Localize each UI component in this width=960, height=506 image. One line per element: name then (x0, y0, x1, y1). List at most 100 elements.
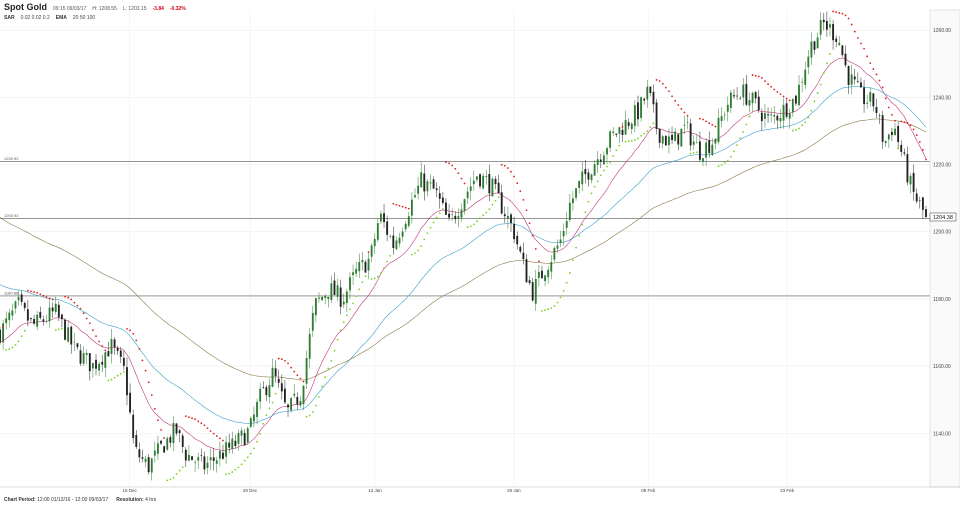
sar-dot-up (107, 379, 110, 382)
candle-body (404, 223, 407, 230)
candle-body (903, 152, 906, 154)
y-tick-label: 1200.00 (933, 230, 951, 236)
candle-body (906, 154, 909, 183)
horizontal-line-label: 1220.92 (4, 156, 19, 161)
sar-dot-up (649, 126, 652, 128)
sar-dot-down (184, 415, 187, 418)
candle-body (640, 97, 643, 118)
candle-body (779, 117, 782, 122)
sar-dot-down (664, 86, 667, 89)
candle-body (157, 443, 159, 454)
candle-body (652, 91, 655, 105)
sar-dot-up (609, 161, 612, 164)
candle-body (500, 192, 503, 214)
sar-dot-down (157, 419, 159, 422)
sar-dot-up (274, 392, 277, 395)
sar-dot-up (822, 72, 825, 74)
candle-body (912, 172, 915, 192)
candle-body (476, 176, 478, 180)
sar-dot-up (438, 212, 441, 215)
candle-body (550, 262, 553, 272)
sar-dot-down (764, 80, 766, 83)
sar-dot-up (429, 226, 432, 229)
candle-body (302, 385, 305, 405)
sar-dot-up (11, 346, 14, 349)
sar-dot-up (748, 115, 751, 118)
candle-body (825, 20, 828, 30)
sar-dot-up (745, 123, 748, 126)
candle-body (370, 245, 373, 257)
candle-body (107, 351, 110, 357)
candle-body (26, 309, 29, 321)
candle-body (915, 193, 918, 202)
sar-dot-down (454, 167, 457, 170)
x-tick-label: 29 Dec (243, 488, 258, 493)
candle-body (599, 159, 602, 162)
sar-dot-up (345, 314, 348, 317)
sar-dot-up (333, 349, 336, 352)
candle-body (228, 442, 231, 448)
ema-indicator-label[interactable]: EMA (55, 15, 67, 21)
sar-dot-down (82, 312, 85, 315)
sar-dot-down (218, 437, 221, 440)
candle-body (386, 221, 389, 235)
sar-dot-down (92, 329, 94, 332)
candle-body (293, 393, 296, 396)
sar-dot-up (228, 472, 231, 475)
candle-body (454, 215, 457, 220)
candle-body (708, 140, 711, 154)
candle-body (534, 279, 537, 304)
candle-body (367, 258, 370, 271)
candle-body (522, 252, 525, 260)
candle-body (305, 358, 308, 384)
candle-body (30, 318, 32, 320)
sar-dot-up (541, 310, 543, 312)
candle-body (832, 24, 835, 41)
y-tick-label: 1260.00 (933, 28, 951, 34)
resolution-value[interactable]: 4 hrs (145, 497, 157, 503)
sar-dot-down (788, 99, 791, 102)
price-axis-panel (929, 9, 960, 488)
sar-dot-down (395, 203, 398, 206)
candle-body (153, 450, 156, 456)
sar-dot-up (122, 371, 125, 373)
candle-body (163, 446, 166, 453)
candle-body (887, 134, 890, 140)
sar-dot-up (606, 165, 608, 168)
candle-body (813, 41, 816, 50)
candle-body (355, 268, 358, 274)
sar-dot-down (705, 120, 708, 123)
candle-body (225, 442, 228, 457)
candle-body (336, 285, 339, 297)
candle-body (209, 457, 212, 461)
candle-body (891, 131, 893, 135)
candle-body (79, 350, 82, 364)
last-price-label: 1204.38 (933, 215, 953, 221)
candle-body (621, 129, 624, 136)
candle-body (643, 98, 646, 101)
sar-dot-up (599, 174, 602, 177)
sar-dot-down (95, 335, 97, 338)
sar-dot-up (237, 466, 240, 469)
candle-body (166, 438, 169, 450)
sar-indicator-label[interactable]: SAR (4, 15, 15, 21)
sar-dot-down (302, 380, 305, 383)
sar-dot-up (568, 271, 571, 274)
candle-body (240, 430, 243, 436)
sar-dot-up (364, 275, 367, 278)
sar-dot-up (810, 109, 813, 112)
candle-body (745, 83, 748, 105)
candle-body (726, 104, 729, 112)
sar-dot-up (339, 329, 342, 332)
candle-body (503, 214, 506, 217)
sar-dot-up (253, 447, 255, 450)
candle-body (8, 312, 11, 321)
sar-dot-down (445, 161, 447, 164)
candle-body (14, 301, 17, 309)
candle-body (921, 197, 924, 210)
sar-dot-down (680, 108, 683, 110)
candle-body (23, 303, 26, 308)
parabolic-sar (2, 10, 927, 482)
candle-body (612, 131, 615, 133)
